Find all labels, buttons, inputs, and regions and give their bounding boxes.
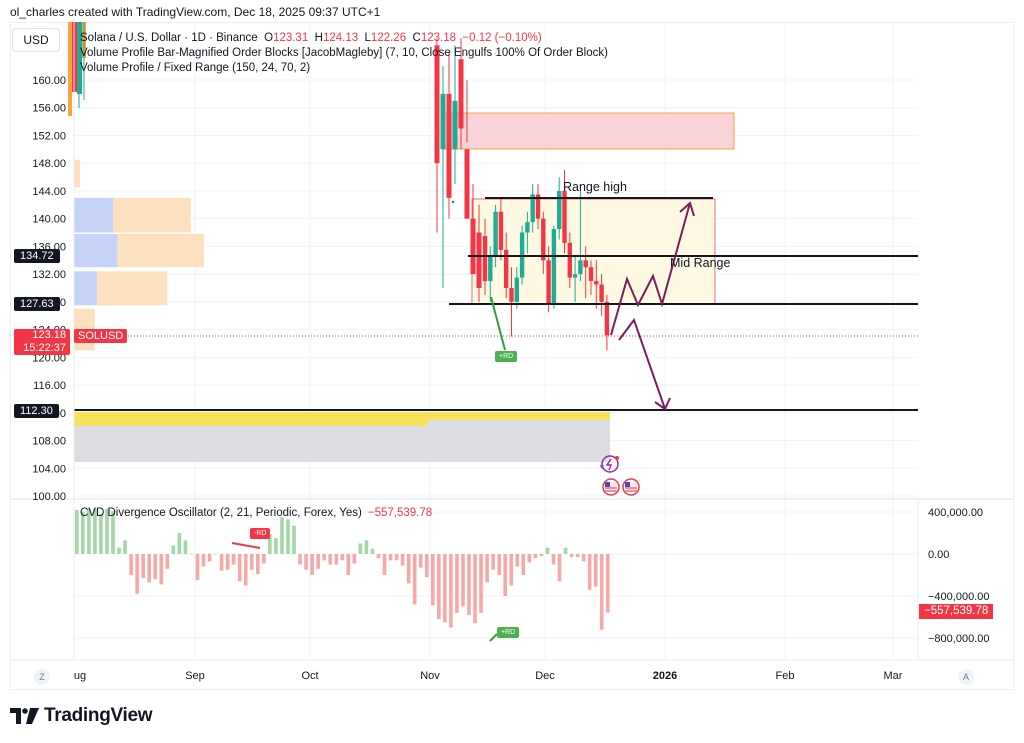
cvd-legend[interactable]: CVD Divergence Oscillator (2, 21, Period… [80,507,432,519]
change-value: −0.12 (−0.10%) [462,32,542,44]
marker-dot [451,200,455,204]
current-price-tag: 123.18 15:22:37 [14,329,70,355]
close-value: 123.18 [420,32,456,44]
chart-credit: ol_charles created with TradingView.com,… [10,5,381,19]
currency-button[interactable]: USD [12,28,60,52]
bull-divergence-badge: +RD [495,351,518,362]
svg-text:100.00: 100.00 [32,491,66,503]
target-zone-yellow [74,412,610,420]
svg-text:400,000.00: 400,000.00 [928,507,983,519]
range-box[interactable] [471,198,716,305]
svg-text:108.00: 108.00 [32,436,66,448]
mid-range-price-tag: 134.72 [14,249,60,263]
symbol-title: Solana / U.S. Dollar · 1D · Binance [80,32,258,44]
projection-arrows[interactable] [610,201,695,411]
symbol-legend[interactable]: Solana / U.S. Dollar · 1D · Binance O123… [80,32,542,44]
current-price: 123.18 [32,329,66,341]
mid-range-label[interactable]: Mid Range [670,256,731,270]
svg-text:120.00: 120.00 [32,352,66,364]
svg-text:0.00: 0.00 [928,549,949,561]
cvd-bull-divergence-line [489,633,498,642]
svg-text:148.00: 148.00 [32,158,66,170]
svg-text:144.00: 144.00 [32,186,66,198]
indicator-legend-order-blocks[interactable]: Volume Profile Bar-Magnified Order Block… [80,47,608,59]
cvd-histogram [75,508,610,630]
svg-text:132.00: 132.00 [32,269,66,281]
auto-scale-button[interactable]: A [958,669,974,685]
ai-event-icon[interactable] [600,455,619,473]
low-value: 122.26 [370,32,407,44]
time-axis-label: Mar [883,670,903,682]
tradingview-logo-icon [10,708,39,724]
range-high-label[interactable]: Range high [563,180,627,194]
target-zone-gray-upper [428,420,610,426]
svg-text:116.00: 116.00 [33,380,66,392]
bear-divergence-badge: -RD [250,528,271,539]
nov-candles [434,38,482,302]
order-block-zone[interactable] [444,112,735,150]
time-axis-label: 2026 [652,670,678,682]
svg-text:140.00: 140.00 [32,214,66,226]
cvd-title: CVD Divergence Oscillator (2, 21, Period… [80,507,362,519]
open-value: 123.31 [273,32,309,44]
cvd-value: −557,539.78 [367,507,433,519]
us-flag-event-icon-1[interactable] [602,478,620,496]
indicator-legend-volume-profile[interactable]: Volume Profile / Fixed Range (150, 24, 7… [80,62,311,74]
time-axis-label: Oct [301,670,319,682]
bullish-path [610,202,691,336]
chart-frame [10,22,1014,690]
tradingview-logo[interactable]: TradingView [10,705,153,727]
bear-divergence-line [231,542,261,549]
time-axis-label: ug [73,670,87,682]
svg-text:−400,000.00: −400,000.00 [928,591,989,603]
cvd-grid [74,511,918,639]
bearish-path [618,317,666,410]
target-zone-gray [74,426,610,462]
bearish-arrowhead [654,397,671,411]
bull-divergence-line [490,296,506,351]
time-axis-label: Dec [535,670,555,682]
zoom-toggle-button[interactable]: Z [34,669,50,685]
target-price-tag: 112.30 [14,404,59,418]
time-axis-label: Nov [420,670,440,682]
high-value: 124.13 [322,32,359,44]
svg-text:160.00: 160.00 [32,75,66,87]
cvd-bull-divergence-badge: +RD [497,627,520,638]
symbol-price-label: SOLUSD [74,329,128,343]
svg-text:156.00: 156.00 [32,103,66,115]
svg-text:−800,000.00: −800,000.00 [928,633,989,645]
cvd-value-tag: −557,539.78 [919,604,994,619]
us-flag-event-icon-2[interactable] [622,478,640,496]
bullish-arrowhead [679,201,695,217]
svg-text:152.00: 152.00 [32,130,66,142]
brand-name: TradingView [44,705,153,726]
range-low-price-tag: 127.63 [14,297,60,311]
volume-profile [74,159,205,351]
time-axis-label: Sep [185,670,205,682]
target-zone-yellow-lower [74,420,428,426]
svg-text:104.00: 104.00 [32,463,66,475]
time-axis-label: Feb [775,670,795,682]
bar-countdown: 15:22:37 [23,342,66,354]
